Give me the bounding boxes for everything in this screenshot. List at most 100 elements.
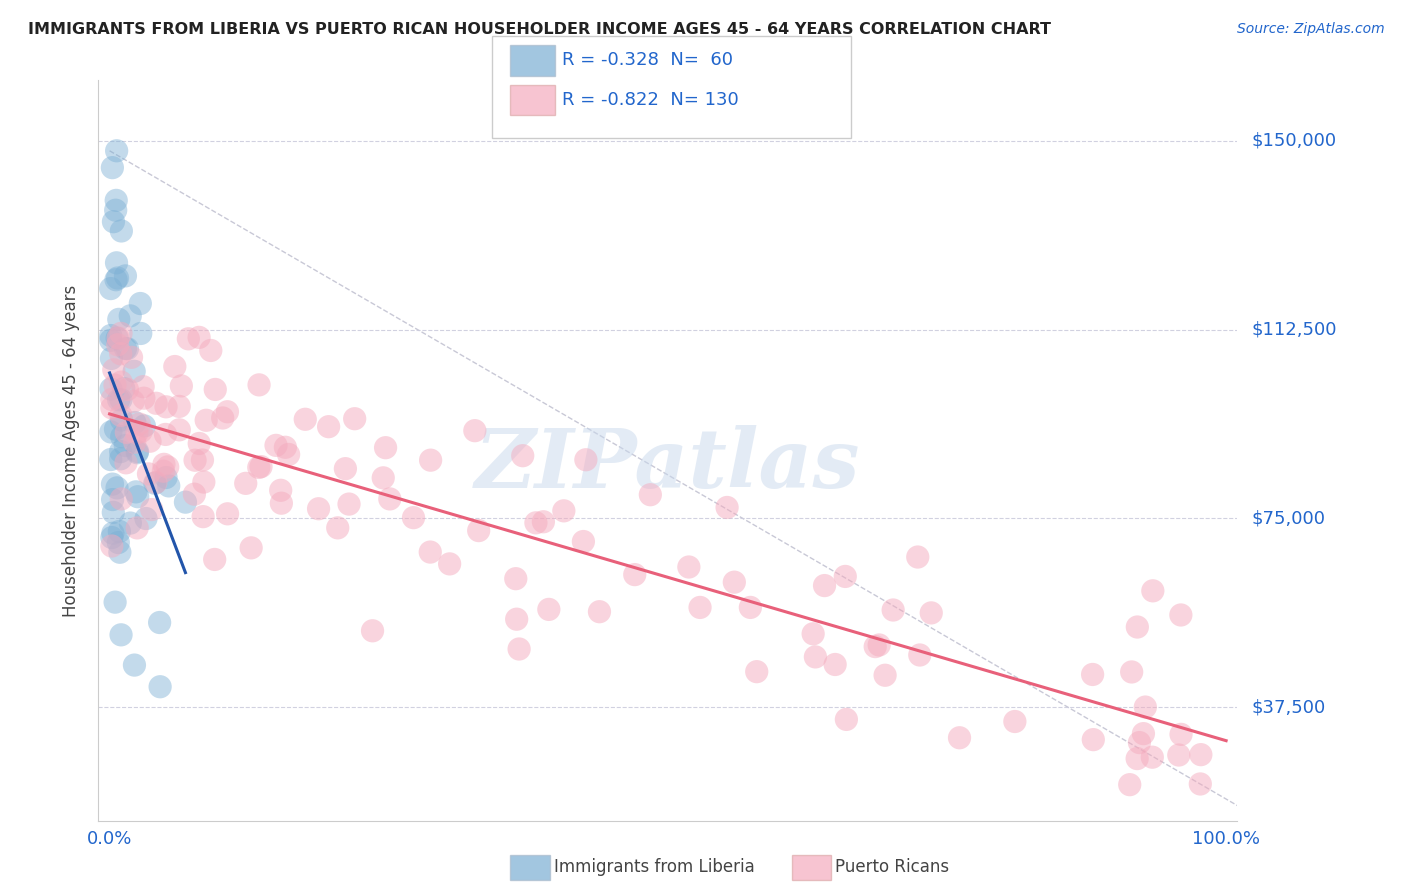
Point [274,440,297,454]
Point [101,492,124,507]
Point [110,326,132,341]
Point [537,602,560,616]
Point [240,541,263,555]
Point [174,495,197,509]
Point [1142,750,1164,764]
Point [505,612,527,626]
Point [170,379,193,393]
Point [103,215,125,229]
Point [191,509,214,524]
Point [121,351,143,365]
Point [155,427,177,442]
Point [101,477,124,491]
Point [204,552,226,566]
Point [107,331,129,345]
Text: $112,500: $112,500 [1251,320,1337,339]
Point [104,422,127,436]
Point [373,471,395,485]
Point [678,560,700,574]
Text: Immigrants from Liberia: Immigrants from Liberia [554,858,755,876]
Point [217,405,239,419]
Point [378,491,401,506]
Point [235,476,257,491]
Point [247,460,270,475]
Point [337,497,360,511]
Point [270,496,292,510]
Point [177,332,200,346]
Point [143,476,166,491]
Y-axis label: Householder Income Ages 45 - 64 years: Householder Income Ages 45 - 64 years [62,285,80,616]
Point [139,434,162,449]
Point [149,615,172,630]
Point [110,409,132,423]
Point [110,224,132,238]
Point [1128,735,1150,749]
Point [277,447,299,461]
Point [250,459,273,474]
Point [200,343,222,358]
Point [103,505,125,519]
Text: $150,000: $150,000 [1251,132,1336,150]
Text: Puerto Ricans: Puerto Ricans [835,858,949,876]
Point [114,268,136,283]
Point [104,595,127,609]
Point [1132,726,1154,740]
Point [294,412,316,426]
Point [122,364,145,378]
Point [723,575,745,590]
Point [129,326,152,341]
Point [110,392,132,407]
Point [152,464,174,478]
Point [100,452,122,467]
Point [104,378,127,392]
Point [1189,747,1212,762]
Point [101,401,124,415]
Point [740,600,762,615]
Point [129,296,152,310]
Text: ZIPatlas: ZIPatlas [475,425,860,505]
Point [1126,751,1149,765]
Point [374,441,396,455]
Point [640,488,662,502]
Point [1083,732,1105,747]
Point [217,507,239,521]
Point [124,416,146,430]
Point [122,394,145,409]
Point [145,396,167,410]
Point [129,425,152,439]
Point [117,383,139,397]
Point [125,425,148,440]
Point [467,524,489,538]
Point [105,144,128,158]
Point [920,606,942,620]
Point [125,484,148,499]
Point [107,392,129,407]
Point [801,627,824,641]
Point [100,334,122,348]
Point [127,490,149,504]
Point [908,648,931,662]
Point [149,680,172,694]
Point [572,534,595,549]
Point [464,424,486,438]
Point [419,545,441,559]
Point [141,502,163,516]
Point [882,603,904,617]
Point [1189,777,1212,791]
Point [508,642,530,657]
Point [120,516,142,530]
Point [114,438,136,452]
Point [107,535,129,549]
Point [505,572,527,586]
Point [100,328,122,343]
Point [167,400,190,414]
Point [689,600,711,615]
Point [1004,714,1026,729]
Point [110,444,132,458]
Point [188,330,211,344]
Point [326,521,349,535]
Point [745,665,768,679]
Point [110,491,132,506]
Point [204,383,226,397]
Point [875,668,897,682]
